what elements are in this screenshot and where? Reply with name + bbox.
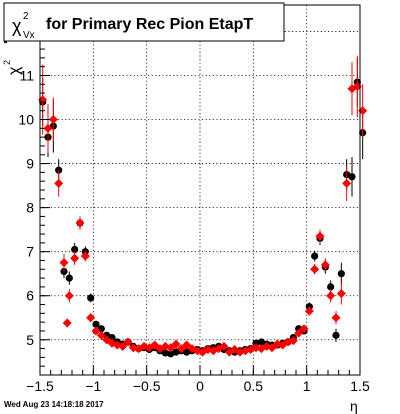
x-tick-label: −1.5 [26,378,54,394]
x-tick-label: 0 [196,378,204,394]
data-point [118,341,128,351]
data-point [87,294,95,302]
y-tick-label: 9 [26,156,34,172]
data-point [219,341,229,351]
data-point [43,123,53,133]
chart-title: for Primary Rec Pion EtapT [46,16,253,33]
data-point [294,328,304,338]
timestamp: Wed Aug 23 14:18:18 2017 [4,400,104,409]
y-tick-label: 5 [26,332,34,348]
data-point [86,313,96,323]
title-shadow [4,41,7,43]
data-point [326,291,336,301]
data-point [71,245,79,254]
data-point [92,320,100,328]
data-point [342,178,352,188]
x-tick-label: −0.5 [133,378,161,394]
data-point [96,330,106,340]
data-series [38,55,368,358]
data-point [171,339,181,349]
x-tick-label: −1 [85,378,101,394]
x-tick-label: 1.5 [350,378,370,394]
data-point [332,331,340,339]
data-point [91,326,101,336]
data-point [311,252,319,260]
data-point [65,274,73,282]
data-point [48,115,58,125]
data-point [331,313,341,323]
y-tick-label: 6 [26,288,34,304]
data-point [54,178,64,188]
title-superscript: 2 [23,11,29,22]
data-point [64,291,74,301]
data-point [288,336,298,346]
y-axis-label-superscript: 2 [2,60,12,65]
y-axis-label: χ 2 [2,60,23,75]
x-tick-label: 0.5 [244,378,264,394]
data-point [123,337,133,347]
data-point [70,253,80,263]
y-tick-label: 11 [19,67,34,83]
y-axis-label-symbol: χ [6,66,23,75]
data-point [304,306,314,316]
y-tick-label: 8 [26,200,34,216]
data-point [337,270,345,278]
data-point [299,324,309,334]
title-frame [3,2,285,42]
y-tick-label: 10 [18,112,34,128]
data-point [315,231,325,241]
title-subscript: Vx [23,30,35,41]
data-point [75,218,85,228]
series-2 [38,55,368,357]
data-point [310,264,320,274]
title-chi-symbol: χ [12,16,22,36]
y-tick-label: 7 [26,244,34,260]
data-point [320,260,330,270]
x-axis-label: η [350,398,358,414]
data-point [161,349,169,357]
data-point [327,283,335,291]
data-point [348,173,356,181]
x-tick-label: 1 [303,378,311,394]
data-point [80,251,90,261]
data-point [62,318,72,328]
data-point [59,258,69,268]
title-box: χ 2 Vx for Primary Rec Pion EtapT [3,2,285,43]
data-point [55,166,63,174]
data-point [336,289,346,299]
